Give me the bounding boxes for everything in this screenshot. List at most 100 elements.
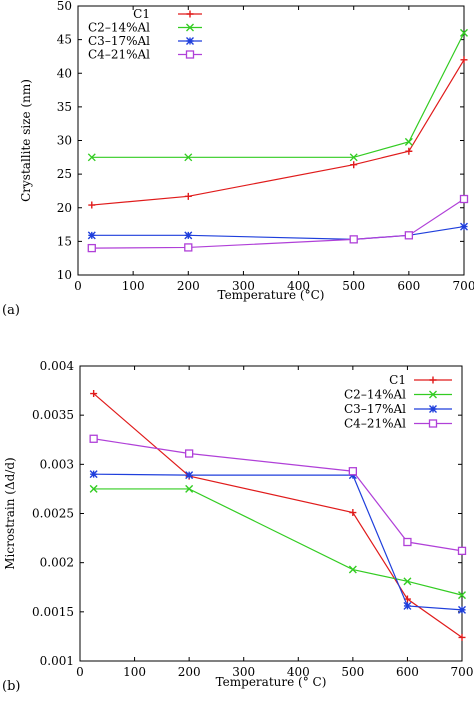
series-1 — [88, 56, 468, 209]
x-tick-label: 100 — [123, 665, 146, 679]
data-point-marker — [460, 56, 468, 64]
data-point-marker — [87, 243, 96, 253]
data-point-marker — [460, 28, 468, 37]
data-point-marker — [184, 192, 192, 200]
y-axis-title: Crystallite size (nm) — [19, 79, 33, 202]
data-point-marker — [405, 147, 413, 155]
y-tick-label: 0.0035 — [32, 408, 74, 422]
series-line — [93, 438, 463, 552]
legend-label: C3–17%Al — [344, 402, 406, 416]
data-point-marker — [349, 153, 358, 162]
y-tick-label: 15 — [57, 234, 72, 248]
data-point-marker — [403, 601, 412, 610]
x-axis-title: Temperature (°C) — [218, 288, 325, 302]
y-tick-label: 0.004 — [40, 359, 75, 373]
data-point-marker — [457, 546, 467, 556]
data-point-marker — [403, 577, 412, 586]
data-point-marker — [185, 484, 194, 493]
data-point-marker — [403, 537, 412, 547]
x-tick-label: 700 — [451, 665, 474, 679]
data-point-marker — [349, 509, 357, 517]
y-tick-label: 20 — [57, 201, 72, 215]
x-tick-label: 600 — [396, 665, 419, 679]
data-point-marker — [89, 470, 98, 479]
y-tick-label: 0.0025 — [32, 507, 74, 521]
y-tick-label: 0.0015 — [32, 605, 74, 619]
y-tick-label: 50 — [57, 0, 72, 13]
x-tick-label: 400 — [287, 279, 310, 293]
data-point-marker — [184, 153, 193, 162]
panel-label: (a) — [2, 303, 20, 318]
data-point-marker — [349, 235, 358, 244]
data-point-marker — [90, 390, 98, 398]
data-point-marker — [87, 231, 96, 240]
data-point-marker — [458, 605, 466, 614]
y-tick-label: 0.001 — [40, 654, 74, 668]
data-point-marker — [458, 591, 466, 600]
y-tick-label: 30 — [57, 134, 72, 148]
data-point-marker — [458, 633, 466, 641]
data-point-marker — [89, 484, 98, 493]
x-tick-label: 200 — [177, 279, 200, 293]
legend-label: C1 — [389, 373, 406, 387]
legend-marker — [429, 390, 437, 399]
data-point-marker — [88, 201, 96, 209]
series-line — [91, 198, 465, 249]
data-point-marker — [184, 231, 193, 240]
data-point-marker — [460, 222, 468, 231]
y-tick-label: 0.002 — [40, 556, 74, 570]
x-tick-label: 700 — [453, 279, 474, 293]
legend-label: C1 — [133, 7, 150, 21]
series-2 — [87, 28, 468, 162]
data-point-marker — [348, 565, 357, 574]
x-axis-title: Temperature (° C) — [216, 675, 327, 689]
data-point-marker — [350, 161, 358, 169]
x-tick-label: 100 — [122, 279, 145, 293]
legend-marker — [185, 50, 195, 59]
x-tick-label: 200 — [178, 665, 201, 679]
y-axis-title: Microstrain (Δd/d) — [3, 457, 17, 570]
series-2 — [89, 484, 466, 600]
y-tick-label: 40 — [57, 66, 72, 80]
y-tick-label: 10 — [57, 268, 72, 282]
x-tick-label: 500 — [342, 279, 365, 293]
series-line — [91, 59, 465, 206]
x-tick-label: 400 — [287, 665, 310, 679]
data-point-marker — [459, 194, 469, 204]
panel-a-crystallite-size-chart: 0 100 200 300 400 500 600 700 10 15 20 25 30 35 40 45 50… — [2, 0, 474, 318]
legend-marker — [186, 10, 194, 18]
legend-label: C4–21%Al — [344, 417, 406, 431]
panel-b-microstrain-chart: 0 100 200 300 400 500 600 700 0.001 0.0015 0.002 0.… — [2, 359, 473, 694]
y-tick-label: 25 — [57, 167, 72, 181]
legend-label: C3–17%Al — [88, 34, 150, 48]
x-tick-label: 500 — [341, 665, 364, 679]
data-point-marker — [404, 231, 414, 240]
data-point-marker — [87, 153, 96, 162]
x-tick-label: 0 — [76, 665, 84, 679]
data-point-marker — [184, 243, 193, 252]
legend-marker — [429, 376, 437, 384]
data-point-marker — [89, 434, 98, 443]
y-tick-label: 45 — [57, 33, 72, 47]
legend-label: C4–21%Al — [88, 48, 150, 62]
panel-label: (b) — [2, 679, 20, 694]
series-4 — [89, 434, 467, 556]
x-tick-label: 600 — [397, 279, 420, 293]
series-4 — [87, 194, 469, 253]
y-tick-label: 0.003 — [40, 457, 74, 471]
data-point-marker — [184, 449, 194, 458]
legend-marker — [186, 37, 194, 45]
x-tick-label: 300 — [232, 665, 255, 679]
legend-marker — [429, 405, 437, 413]
legend-label: C2–14%Al — [88, 21, 150, 35]
legend-label: C2–14%Al — [344, 388, 406, 402]
data-point-marker — [348, 467, 358, 476]
y-tick-label: 35 — [57, 100, 72, 114]
data-point-marker — [404, 137, 413, 146]
legend-marker — [428, 419, 438, 428]
data-point-marker — [185, 471, 194, 480]
x-tick-label: 0 — [74, 279, 82, 293]
legend-marker — [186, 23, 194, 32]
x-tick-label: 300 — [232, 279, 255, 293]
